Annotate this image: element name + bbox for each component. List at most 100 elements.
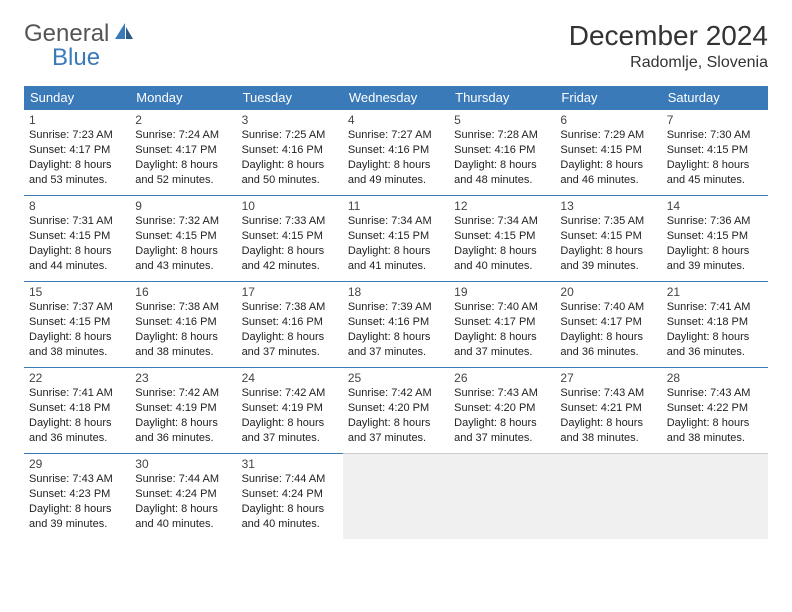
day-cell: 17Sunrise: 7:38 AMSunset: 4:16 PMDayligh… — [237, 281, 343, 367]
day-info: Sunrise: 7:41 AMSunset: 4:18 PMDaylight:… — [667, 300, 763, 359]
day-info: Sunrise: 7:36 AMSunset: 4:15 PMDaylight:… — [667, 214, 763, 273]
day-info: Sunrise: 7:25 AMSunset: 4:16 PMDaylight:… — [242, 128, 338, 187]
day-number: 29 — [29, 457, 125, 471]
page-header: General December 2024 Radomlje, Slovenia — [24, 20, 768, 72]
day-cell: 30Sunrise: 7:44 AMSunset: 4:24 PMDayligh… — [130, 453, 236, 539]
day-info: Sunrise: 7:28 AMSunset: 4:16 PMDaylight:… — [454, 128, 550, 187]
day-cell: 3Sunrise: 7:25 AMSunset: 4:16 PMDaylight… — [237, 109, 343, 195]
day-number: 25 — [348, 371, 444, 385]
day-info: Sunrise: 7:42 AMSunset: 4:19 PMDaylight:… — [242, 386, 338, 445]
day-info: Sunrise: 7:32 AMSunset: 4:15 PMDaylight:… — [135, 214, 231, 273]
calendar-body: 1Sunrise: 7:23 AMSunset: 4:17 PMDaylight… — [24, 109, 768, 539]
day-number: 22 — [29, 371, 125, 385]
day-info: Sunrise: 7:43 AMSunset: 4:23 PMDaylight:… — [29, 472, 125, 531]
day-number: 19 — [454, 285, 550, 299]
day-cell: 1Sunrise: 7:23 AMSunset: 4:17 PMDaylight… — [24, 109, 130, 195]
day-cell: 23Sunrise: 7:42 AMSunset: 4:19 PMDayligh… — [130, 367, 236, 453]
weekday-label: Monday — [130, 86, 236, 109]
day-number: 15 — [29, 285, 125, 299]
day-cell: 18Sunrise: 7:39 AMSunset: 4:16 PMDayligh… — [343, 281, 449, 367]
empty-cell — [662, 453, 768, 539]
day-number: 27 — [560, 371, 656, 385]
day-cell: 2Sunrise: 7:24 AMSunset: 4:17 PMDaylight… — [130, 109, 236, 195]
day-number: 26 — [454, 371, 550, 385]
day-number: 3 — [242, 113, 338, 127]
day-info: Sunrise: 7:43 AMSunset: 4:21 PMDaylight:… — [560, 386, 656, 445]
day-cell: 22Sunrise: 7:41 AMSunset: 4:18 PMDayligh… — [24, 367, 130, 453]
day-info: Sunrise: 7:40 AMSunset: 4:17 PMDaylight:… — [560, 300, 656, 359]
weekday-label: Thursday — [449, 86, 555, 109]
day-number: 7 — [667, 113, 763, 127]
day-info: Sunrise: 7:41 AMSunset: 4:18 PMDaylight:… — [29, 386, 125, 445]
weekday-label: Tuesday — [237, 86, 343, 109]
day-cell: 25Sunrise: 7:42 AMSunset: 4:20 PMDayligh… — [343, 367, 449, 453]
title-block: December 2024 Radomlje, Slovenia — [569, 20, 768, 72]
day-number: 31 — [242, 457, 338, 471]
day-cell: 14Sunrise: 7:36 AMSunset: 4:15 PMDayligh… — [662, 195, 768, 281]
day-cell: 29Sunrise: 7:43 AMSunset: 4:23 PMDayligh… — [24, 453, 130, 539]
day-info: Sunrise: 7:40 AMSunset: 4:17 PMDaylight:… — [454, 300, 550, 359]
day-info: Sunrise: 7:34 AMSunset: 4:15 PMDaylight:… — [454, 214, 550, 273]
logo-sail-icon — [113, 21, 135, 48]
day-info: Sunrise: 7:23 AMSunset: 4:17 PMDaylight:… — [29, 128, 125, 187]
calendar-weekday-header: SundayMondayTuesdayWednesdayThursdayFrid… — [24, 86, 768, 109]
weekday-label: Saturday — [662, 86, 768, 109]
day-info: Sunrise: 7:42 AMSunset: 4:20 PMDaylight:… — [348, 386, 444, 445]
day-number: 21 — [667, 285, 763, 299]
day-info: Sunrise: 7:34 AMSunset: 4:15 PMDaylight:… — [348, 214, 444, 273]
day-cell: 26Sunrise: 7:43 AMSunset: 4:20 PMDayligh… — [449, 367, 555, 453]
day-info: Sunrise: 7:43 AMSunset: 4:20 PMDaylight:… — [454, 386, 550, 445]
day-info: Sunrise: 7:24 AMSunset: 4:17 PMDaylight:… — [135, 128, 231, 187]
day-info: Sunrise: 7:38 AMSunset: 4:16 PMDaylight:… — [135, 300, 231, 359]
day-cell: 31Sunrise: 7:44 AMSunset: 4:24 PMDayligh… — [237, 453, 343, 539]
day-cell: 24Sunrise: 7:42 AMSunset: 4:19 PMDayligh… — [237, 367, 343, 453]
day-number: 14 — [667, 199, 763, 213]
day-number: 10 — [242, 199, 338, 213]
day-info: Sunrise: 7:38 AMSunset: 4:16 PMDaylight:… — [242, 300, 338, 359]
day-cell: 13Sunrise: 7:35 AMSunset: 4:15 PMDayligh… — [555, 195, 661, 281]
day-number: 28 — [667, 371, 763, 385]
day-number: 6 — [560, 113, 656, 127]
empty-cell — [343, 453, 449, 539]
day-number: 9 — [135, 199, 231, 213]
day-number: 13 — [560, 199, 656, 213]
day-number: 23 — [135, 371, 231, 385]
day-cell: 11Sunrise: 7:34 AMSunset: 4:15 PMDayligh… — [343, 195, 449, 281]
day-cell: 21Sunrise: 7:41 AMSunset: 4:18 PMDayligh… — [662, 281, 768, 367]
day-info: Sunrise: 7:44 AMSunset: 4:24 PMDaylight:… — [135, 472, 231, 531]
day-number: 8 — [29, 199, 125, 213]
day-info: Sunrise: 7:43 AMSunset: 4:22 PMDaylight:… — [667, 386, 763, 445]
day-number: 2 — [135, 113, 231, 127]
weekday-label: Sunday — [24, 86, 130, 109]
month-title: December 2024 — [569, 20, 768, 52]
day-info: Sunrise: 7:39 AMSunset: 4:16 PMDaylight:… — [348, 300, 444, 359]
weekday-label: Friday — [555, 86, 661, 109]
day-number: 5 — [454, 113, 550, 127]
day-number: 17 — [242, 285, 338, 299]
day-cell: 16Sunrise: 7:38 AMSunset: 4:16 PMDayligh… — [130, 281, 236, 367]
day-cell: 7Sunrise: 7:30 AMSunset: 4:15 PMDaylight… — [662, 109, 768, 195]
day-cell: 4Sunrise: 7:27 AMSunset: 4:16 PMDaylight… — [343, 109, 449, 195]
day-number: 11 — [348, 199, 444, 213]
day-number: 20 — [560, 285, 656, 299]
day-info: Sunrise: 7:30 AMSunset: 4:15 PMDaylight:… — [667, 128, 763, 187]
day-cell: 15Sunrise: 7:37 AMSunset: 4:15 PMDayligh… — [24, 281, 130, 367]
day-number: 1 — [29, 113, 125, 127]
day-number: 4 — [348, 113, 444, 127]
day-number: 18 — [348, 285, 444, 299]
day-info: Sunrise: 7:29 AMSunset: 4:15 PMDaylight:… — [560, 128, 656, 187]
weekday-label: Wednesday — [343, 86, 449, 109]
day-number: 24 — [242, 371, 338, 385]
day-info: Sunrise: 7:35 AMSunset: 4:15 PMDaylight:… — [560, 214, 656, 273]
day-info: Sunrise: 7:37 AMSunset: 4:15 PMDaylight:… — [29, 300, 125, 359]
day-cell: 19Sunrise: 7:40 AMSunset: 4:17 PMDayligh… — [449, 281, 555, 367]
day-cell: 10Sunrise: 7:33 AMSunset: 4:15 PMDayligh… — [237, 195, 343, 281]
day-info: Sunrise: 7:42 AMSunset: 4:19 PMDaylight:… — [135, 386, 231, 445]
empty-cell — [449, 453, 555, 539]
day-cell: 20Sunrise: 7:40 AMSunset: 4:17 PMDayligh… — [555, 281, 661, 367]
logo-text-blue: Blue — [52, 44, 100, 71]
day-cell: 5Sunrise: 7:28 AMSunset: 4:16 PMDaylight… — [449, 109, 555, 195]
day-cell: 12Sunrise: 7:34 AMSunset: 4:15 PMDayligh… — [449, 195, 555, 281]
day-info: Sunrise: 7:33 AMSunset: 4:15 PMDaylight:… — [242, 214, 338, 273]
day-cell: 9Sunrise: 7:32 AMSunset: 4:15 PMDaylight… — [130, 195, 236, 281]
